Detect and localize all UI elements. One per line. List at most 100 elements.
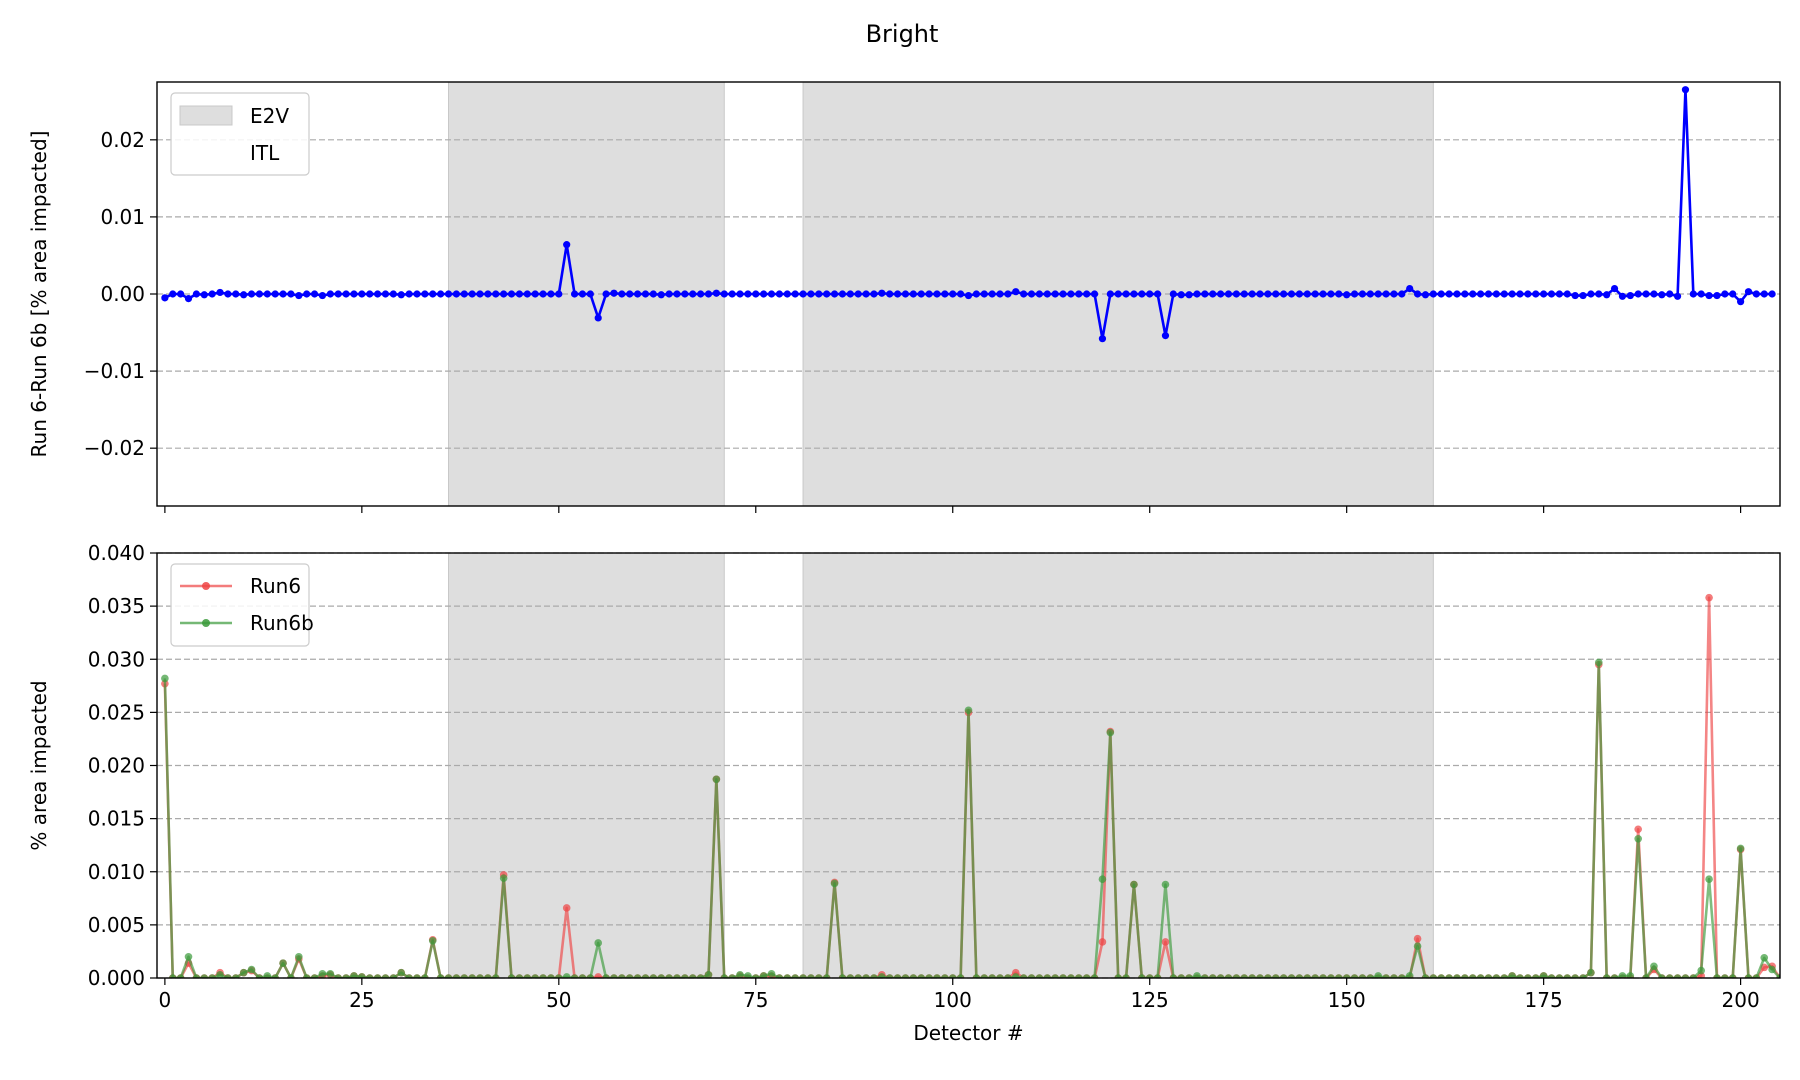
data-point — [310, 290, 319, 298]
data-point — [665, 974, 673, 978]
data-point — [381, 974, 390, 978]
data-point — [161, 674, 169, 683]
data-point — [696, 974, 705, 978]
data-point — [1540, 290, 1548, 298]
data-point — [1618, 292, 1627, 300]
data-point — [838, 974, 847, 978]
data-point — [957, 290, 965, 298]
data-point — [1350, 290, 1359, 298]
legend-label-run6: Run6 — [250, 574, 301, 598]
data-point — [1413, 934, 1422, 943]
figure-title: Bright — [866, 20, 939, 48]
data-point — [1555, 290, 1563, 298]
data-point — [208, 290, 216, 298]
data-point — [1587, 968, 1595, 977]
data-point — [1658, 291, 1666, 299]
data-point — [862, 974, 870, 978]
data-point — [421, 290, 429, 298]
data-point — [1051, 974, 1059, 978]
data-point — [822, 974, 831, 978]
y-tick-label: 0.020 — [88, 754, 145, 778]
data-point — [1650, 962, 1658, 971]
data-point — [972, 974, 981, 978]
data-point — [1532, 290, 1540, 298]
data-point — [1366, 290, 1374, 298]
data-point — [799, 290, 807, 298]
data-point — [1744, 288, 1753, 296]
series-markers-difference — [161, 86, 1776, 343]
data-point — [1398, 974, 1406, 978]
data-point — [1374, 972, 1382, 978]
data-point — [287, 974, 295, 978]
data-point — [1098, 335, 1107, 343]
data-point — [570, 290, 579, 298]
data-point — [886, 290, 894, 298]
bottom-panel-area-impacted: 0.000 0.005 0.010 0.015 0.020 0.025 0.030 0.035… — [27, 541, 1781, 1045]
data-point — [854, 290, 862, 298]
y-tick-label: 0.035 — [88, 594, 145, 618]
data-point — [1437, 290, 1445, 298]
data-point — [1681, 974, 1690, 978]
data-point — [310, 974, 319, 978]
data-point — [704, 290, 713, 298]
data-point — [405, 974, 413, 978]
data-point — [1508, 972, 1516, 978]
legend-marker-run6b — [202, 619, 210, 627]
data-point — [949, 290, 957, 298]
data-point — [216, 288, 224, 297]
data-point — [437, 290, 445, 298]
data-point — [563, 241, 571, 249]
data-point — [815, 290, 823, 298]
data-point — [231, 974, 240, 978]
data-point — [1319, 974, 1327, 978]
legend-label-itl: ITL — [250, 141, 280, 165]
data-point — [1539, 972, 1548, 978]
data-point — [744, 290, 752, 298]
data-point — [720, 290, 728, 298]
data-point — [956, 974, 965, 978]
data-point — [1531, 974, 1540, 978]
data-point — [1492, 974, 1501, 978]
data-point — [1145, 974, 1154, 978]
data-point — [1106, 290, 1114, 298]
data-point — [1413, 942, 1422, 950]
data-point — [830, 879, 839, 888]
data-point — [634, 290, 642, 298]
data-point — [192, 290, 200, 298]
data-point — [1011, 973, 1020, 978]
data-point — [1666, 290, 1674, 298]
data-point — [468, 290, 476, 298]
data-point — [255, 974, 264, 978]
y-tick-label: −0.01 — [84, 359, 145, 383]
data-point — [1146, 290, 1154, 298]
data-point — [373, 974, 382, 978]
data-point — [1327, 974, 1335, 978]
data-point — [925, 290, 933, 298]
data-point — [1571, 974, 1579, 978]
x-tick-label: 200 — [1722, 988, 1760, 1012]
data-point — [216, 971, 224, 978]
data-point — [303, 290, 311, 298]
data-point — [791, 290, 799, 298]
data-point — [626, 290, 634, 298]
data-point — [1358, 290, 1367, 298]
data-point — [688, 974, 697, 978]
y-tick-label: 0.005 — [88, 913, 145, 937]
data-point — [1248, 974, 1256, 978]
data-point — [1477, 290, 1485, 298]
data-point — [909, 290, 917, 298]
data-point — [1776, 974, 1780, 978]
data-point — [1390, 974, 1398, 978]
data-point — [1413, 290, 1422, 298]
data-point — [523, 290, 531, 298]
data-point — [1114, 290, 1122, 298]
data-point — [1342, 974, 1351, 978]
data-point — [1768, 965, 1776, 974]
data-point — [862, 290, 870, 298]
data-point — [1752, 290, 1760, 298]
data-point — [1508, 290, 1516, 298]
data-point — [783, 290, 791, 298]
data-point — [1264, 290, 1272, 298]
data-point — [1524, 974, 1532, 978]
data-point — [972, 290, 980, 298]
